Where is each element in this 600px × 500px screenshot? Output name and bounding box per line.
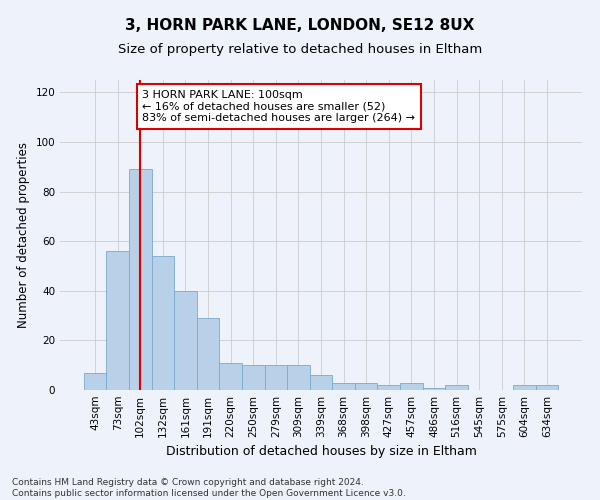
Bar — [242, 365, 265, 390]
Y-axis label: Number of detached properties: Number of detached properties — [17, 142, 30, 328]
Bar — [422, 388, 445, 390]
Bar — [377, 385, 400, 390]
Bar — [445, 385, 468, 390]
Bar — [355, 382, 377, 390]
Bar — [84, 372, 106, 390]
Bar — [536, 385, 558, 390]
Bar — [400, 382, 422, 390]
Text: 3 HORN PARK LANE: 100sqm
← 16% of detached houses are smaller (52)
83% of semi-d: 3 HORN PARK LANE: 100sqm ← 16% of detach… — [142, 90, 415, 123]
Bar — [287, 365, 310, 390]
Bar — [106, 251, 129, 390]
Bar — [310, 375, 332, 390]
Bar — [332, 382, 355, 390]
Bar — [197, 318, 220, 390]
Bar — [174, 291, 197, 390]
X-axis label: Distribution of detached houses by size in Eltham: Distribution of detached houses by size … — [166, 446, 476, 458]
Bar — [152, 256, 174, 390]
Bar — [265, 365, 287, 390]
Bar — [220, 362, 242, 390]
Text: Contains HM Land Registry data © Crown copyright and database right 2024.
Contai: Contains HM Land Registry data © Crown c… — [12, 478, 406, 498]
Text: 3, HORN PARK LANE, LONDON, SE12 8UX: 3, HORN PARK LANE, LONDON, SE12 8UX — [125, 18, 475, 32]
Bar — [513, 385, 536, 390]
Bar — [129, 170, 152, 390]
Text: Size of property relative to detached houses in Eltham: Size of property relative to detached ho… — [118, 42, 482, 56]
